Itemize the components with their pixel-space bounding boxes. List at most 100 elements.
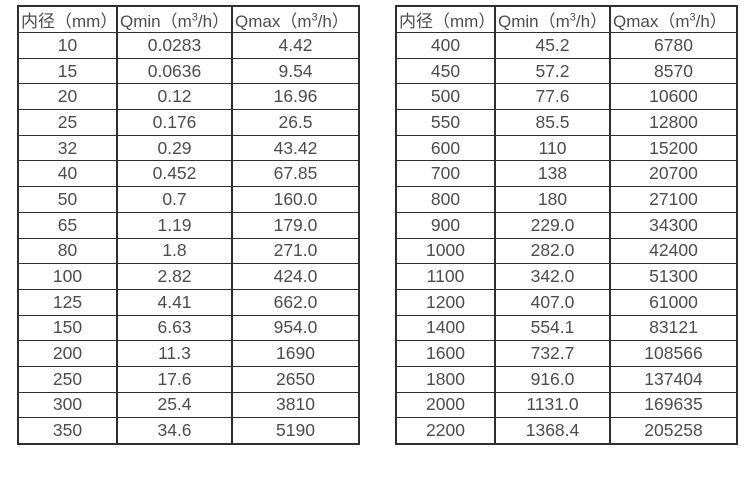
table-row: 125 4.41 662.0	[17, 288, 360, 316]
table-row: 150 6.63 954.0	[17, 314, 360, 342]
table-cell: 2650	[231, 365, 360, 393]
flow-table-small-diameters: 内径（mm） Qmin（m3/h） Qmax（m3/h） 10 0.0283 4.42 1…	[17, 5, 360, 445]
table-cell: 137404	[609, 365, 738, 393]
table-cell: 6780	[609, 32, 738, 59]
table-cell: 424.0	[231, 263, 360, 290]
table-cell: 85.5	[494, 109, 611, 136]
table-cell: 9.54	[231, 57, 360, 85]
table-cell: 25	[17, 109, 118, 136]
table-cell: 34300	[609, 211, 738, 239]
table-cell: 1000	[395, 237, 496, 265]
table-cell: 17.6	[116, 365, 233, 393]
table-cell: 732.7	[494, 340, 611, 367]
table-cell: 407.0	[494, 288, 611, 316]
table-cell: 4.41	[116, 288, 233, 316]
table-row: 100 2.82 424.0	[17, 263, 360, 290]
table-row: 200 11.3 1690	[17, 340, 360, 367]
table-row: 20 0.12 16.96	[17, 83, 360, 111]
table-cell: 80	[17, 237, 118, 265]
table-row: 1200 407.0 61000	[395, 288, 738, 316]
table-cell: 0.176	[116, 109, 233, 136]
table-row: 1000 282.0 42400	[395, 237, 738, 265]
table-cell: 125	[17, 288, 118, 316]
table-cell: 916.0	[494, 365, 611, 393]
table-cell: 3810	[231, 391, 360, 419]
table-row: 550 85.5 12800	[395, 109, 738, 136]
table-cell: 600	[395, 134, 496, 162]
table-cell: 10600	[609, 83, 738, 111]
table-row: 1600 732.7 108566	[395, 340, 738, 367]
table-cell: 138	[494, 160, 611, 188]
table-row: 40 0.452 67.85	[17, 160, 360, 188]
table-cell: 15200	[609, 134, 738, 162]
table-row: 10 0.0283 4.42	[17, 32, 360, 59]
table-cell: 45.2	[494, 32, 611, 59]
table-cell: 0.12	[116, 83, 233, 111]
table-cell: 282.0	[494, 237, 611, 265]
table-row: 300 25.4 3810	[17, 391, 360, 419]
table-cell: 57.2	[494, 57, 611, 85]
table-cell: 1131.0	[494, 391, 611, 419]
table-cell: 108566	[609, 340, 738, 367]
table-cell: 8570	[609, 57, 738, 85]
column-header: Qmax（m3/h）	[609, 5, 738, 33]
table-cell: 400	[395, 32, 496, 59]
table-cell: 662.0	[231, 288, 360, 316]
table-row: 50 0.7 160.0	[17, 186, 360, 213]
table-cell: 800	[395, 186, 496, 213]
table-cell: 700	[395, 160, 496, 188]
table-row: 15 0.0636 9.54	[17, 57, 360, 85]
table-cell: 20	[17, 83, 118, 111]
table-cell: 1.19	[116, 211, 233, 239]
table-cell: 77.6	[494, 83, 611, 111]
table-cell: 42400	[609, 237, 738, 265]
table-cell: 2000	[395, 391, 496, 419]
table-cell: 1100	[395, 263, 496, 290]
table-row: 350 34.6 5190	[17, 417, 360, 444]
table-cell: 6.63	[116, 314, 233, 342]
table-cell: 12800	[609, 109, 738, 136]
table-cell: 51300	[609, 263, 738, 290]
column-header: Qmax（m3/h）	[231, 5, 360, 33]
table-cell: 25.4	[116, 391, 233, 419]
table-row: 250 17.6 2650	[17, 365, 360, 393]
table-cell: 229.0	[494, 211, 611, 239]
table-cell: 61000	[609, 288, 738, 316]
table-cell: 83121	[609, 314, 738, 342]
table-cell: 10	[17, 32, 118, 59]
table-cell: 4.42	[231, 32, 360, 59]
table-cell: 200	[17, 340, 118, 367]
table-cell: 65	[17, 211, 118, 239]
table-cell: 954.0	[231, 314, 360, 342]
superscript-3: 3	[689, 11, 696, 24]
table-cell: 1800	[395, 365, 496, 393]
table-cell: 43.42	[231, 134, 360, 162]
table-cell: 300	[17, 391, 118, 419]
table-row: 65 1.19 179.0	[17, 211, 360, 239]
table-cell: 16.96	[231, 83, 360, 111]
table-cell: 2200	[395, 417, 496, 444]
table-cell: 1368.4	[494, 417, 611, 444]
table-cell: 34.6	[116, 417, 233, 444]
table-cell: 100	[17, 263, 118, 290]
superscript-3: 3	[191, 11, 198, 24]
table-row: 700 138 20700	[395, 160, 738, 188]
table-cell: 1400	[395, 314, 496, 342]
superscript-3: 3	[311, 11, 318, 24]
table-cell: 160.0	[231, 186, 360, 213]
table-cell: 554.1	[494, 314, 611, 342]
table-cell: 15	[17, 57, 118, 85]
table-row: 900 229.0 34300	[395, 211, 738, 239]
column-header: Qmin（m3/h）	[116, 5, 233, 33]
table-row: 450 57.2 8570	[395, 57, 738, 85]
table-cell: 40	[17, 160, 118, 188]
table-cell: 450	[395, 57, 496, 85]
table-cell: 180	[494, 186, 611, 213]
table-cell: 5190	[231, 417, 360, 444]
table-cell: 205258	[609, 417, 738, 444]
table-cell: 250	[17, 365, 118, 393]
table-row: 1800 916.0 137404	[395, 365, 738, 393]
column-header: 内径（mm）	[17, 5, 118, 33]
table-cell: 0.0283	[116, 32, 233, 59]
table-row: 800 180 27100	[395, 186, 738, 213]
